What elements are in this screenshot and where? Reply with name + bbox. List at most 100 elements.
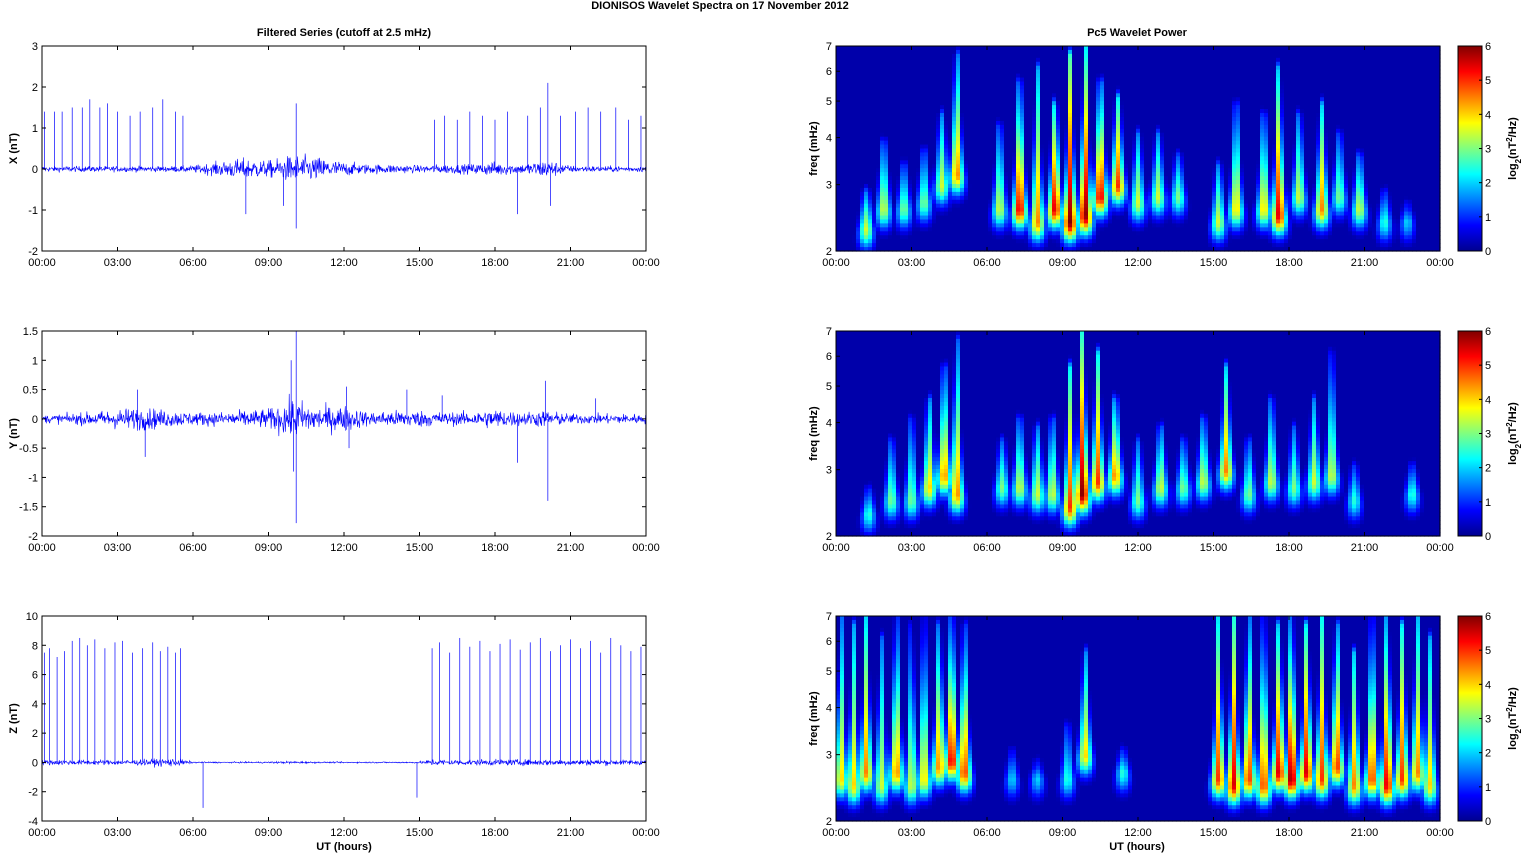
- x-wavelet-cell: [1144, 145, 1149, 150]
- x-wavelet-cell: [980, 129, 985, 134]
- x-wavelet-cell: [1116, 74, 1121, 79]
- x-wavelet-cell: [1036, 129, 1041, 134]
- x-wavelet-cell: [936, 152, 941, 157]
- x-wavelet-cell: [1060, 117, 1065, 122]
- x-wavelet-cell: [1004, 192, 1009, 197]
- x-wavelet-cell: [1032, 227, 1037, 232]
- x-wavelet-cell: [1072, 145, 1077, 150]
- x-wavelet-cell: [1016, 97, 1021, 102]
- x-wavelet-cell: [1120, 219, 1125, 224]
- x-wavelet-cell: [848, 121, 853, 126]
- x-wavelet-cell: [1152, 97, 1157, 102]
- x-wavelet-cell: [1176, 125, 1181, 130]
- x-wavelet-cell: [1024, 243, 1029, 248]
- x-wavelet-cell: [964, 212, 969, 217]
- x-wavelet-cell: [952, 152, 957, 157]
- x-wavelet-cell: [940, 184, 945, 189]
- x-wavelet-cell: [1064, 89, 1069, 94]
- x-wavelet-cell: [920, 93, 925, 98]
- x-wavelet-cell: [972, 93, 977, 98]
- x-wavelet-cell: [868, 219, 873, 224]
- x-wavelet-cell: [1172, 200, 1177, 205]
- x-wavelet-cell: [1180, 70, 1185, 75]
- x-wavelet-cell: [968, 141, 973, 146]
- x-wavelet-cell: [908, 216, 913, 221]
- x-wavelet-cell: [932, 58, 937, 63]
- x-wavelet-cell: [912, 235, 917, 240]
- x-wavelet-cell: [1012, 66, 1017, 71]
- x-wavelet-cell: [1088, 227, 1093, 232]
- x-wavelet-cell: [1160, 125, 1165, 130]
- x-wavelet-cell: [1020, 117, 1025, 122]
- x-wavelet-cell: [904, 216, 909, 221]
- x-wavelet-cell: [1132, 160, 1137, 165]
- x-wavelet-cell: [868, 188, 873, 193]
- x-wavelet-cell: [992, 145, 997, 150]
- x-wavelet-cell: [1152, 219, 1157, 224]
- x-wavelet-cell: [1124, 152, 1129, 157]
- x-wavelet-cell: [1016, 85, 1021, 90]
- x-wavelet-cell: [1112, 200, 1117, 205]
- x-wavelet-cell: [1040, 46, 1045, 51]
- x-wavelet-cell: [1128, 204, 1133, 209]
- x-wavelet-cell: [1148, 152, 1153, 157]
- x-wavelet-cell: [1172, 97, 1177, 102]
- x-wavelet-cell: [1152, 46, 1157, 51]
- x-wavelet-cell: [1016, 176, 1021, 181]
- x-wavelet-cell: [880, 113, 885, 118]
- x-wavelet-cell: [1016, 58, 1021, 63]
- x-wavelet-cell: [992, 89, 997, 94]
- x-wavelet-cell: [1156, 212, 1161, 217]
- x-wavelet-cell: [1164, 133, 1169, 138]
- x-wavelet-cell: [1020, 74, 1025, 79]
- x-wavelet-cell: [988, 164, 993, 169]
- x-wavelet-cell: [996, 117, 1001, 122]
- x-wavelet-cell: [1136, 208, 1141, 213]
- x-wavelet-cell: [1176, 97, 1181, 102]
- x-wavelet-cell: [936, 216, 941, 221]
- x-wavelet-cell: [1152, 81, 1157, 86]
- x-wavelet-cell: [872, 243, 877, 248]
- x-wavelet-cell: [992, 208, 997, 213]
- x-wavelet-cell: [848, 74, 853, 79]
- x-wavelet-cell: [1112, 164, 1117, 169]
- x-wavelet-cell: [1024, 212, 1029, 217]
- x-wavelet-cell: [1000, 168, 1005, 173]
- x-wavelet-cell: [900, 243, 905, 248]
- x-wavelet-cell: [1084, 196, 1089, 201]
- x-wavelet-cell: [1180, 243, 1185, 248]
- x-wavelet-cell: [1192, 129, 1197, 134]
- x-wavelet-cell: [904, 180, 909, 185]
- x-wavelet-cell: [1124, 50, 1129, 55]
- x-wavelet-cell: [1176, 164, 1181, 169]
- x-wavelet-cell: [864, 129, 869, 134]
- x-wavelet-cell: [844, 152, 849, 157]
- x-wavelet-cell: [884, 101, 889, 106]
- x-wavelet-cell: [860, 156, 865, 161]
- x-wavelet-cell: [948, 129, 953, 134]
- x-wavelet-cell: [1116, 78, 1121, 83]
- x-wavelet-cell: [1068, 54, 1073, 59]
- x-wavelet-cell: [1044, 216, 1049, 221]
- x-wavelet-cell: [892, 219, 897, 224]
- x-wavelet-cell: [904, 133, 909, 138]
- x-wavelet-cell: [1060, 113, 1065, 118]
- x-wavelet-cell: [912, 227, 917, 232]
- x-wavelet-cell: [1188, 176, 1193, 181]
- x-wavelet-cell: [964, 172, 969, 177]
- x-wavelet-cell: [1080, 196, 1085, 201]
- x-wavelet-cell: [972, 160, 977, 165]
- x-wavelet-cell: [1016, 54, 1021, 59]
- x-wavelet-cell: [1160, 101, 1165, 106]
- x-wavelet-cell: [980, 231, 985, 236]
- x-wavelet-cell: [1024, 180, 1029, 185]
- x-wavelet-cell: [848, 50, 853, 55]
- x-wavelet-cell: [844, 223, 849, 228]
- x-wavelet-cell: [1168, 85, 1173, 90]
- x-wavelet-cell: [1012, 133, 1017, 138]
- x-wavelet-cell: [1048, 58, 1053, 63]
- x-wavelet-cell: [960, 231, 965, 236]
- x-wavelet-cell: [840, 219, 845, 224]
- x-wavelet-cell: [1044, 231, 1049, 236]
- x-wavelet-cell: [1004, 70, 1009, 75]
